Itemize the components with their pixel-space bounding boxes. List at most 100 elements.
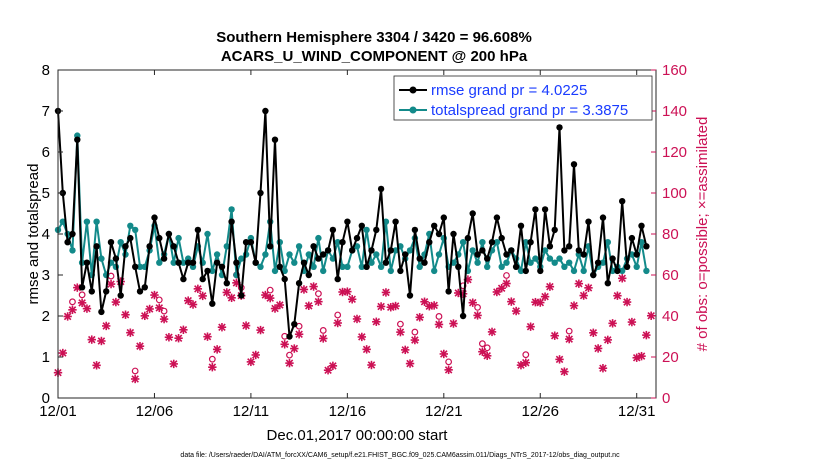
totalspread-point — [69, 247, 76, 254]
rmse-point — [247, 239, 255, 246]
rmse-point — [488, 239, 496, 246]
rmse-point — [170, 243, 177, 250]
rmse-point — [397, 267, 404, 275]
obs-assimilated-marker — [622, 297, 632, 307]
obs-assimilated-marker — [434, 320, 444, 329]
obs-assimilated-marker — [507, 297, 516, 306]
obs-assimilated-marker — [299, 285, 309, 294]
obs-assimilated-marker — [598, 364, 608, 373]
rmse-point — [151, 214, 158, 221]
obs-assimilated-marker — [265, 293, 275, 303]
totalspread-point — [570, 267, 578, 275]
obs-assimilated-marker — [217, 323, 227, 332]
obs-assimilated-marker — [63, 312, 72, 321]
rmse-point — [310, 243, 317, 250]
rmse-point — [112, 255, 120, 262]
obs-assimilated-marker — [275, 300, 285, 310]
obs-assimilated-marker — [521, 358, 530, 367]
rmse-series — [54, 107, 650, 340]
totalspread-point — [503, 259, 510, 266]
rmse-point — [580, 251, 587, 258]
obs-assimilated-marker — [540, 292, 550, 301]
obs-assimilated-marker — [227, 293, 236, 303]
obs-assimilated-marker — [246, 357, 256, 367]
totalspread-point — [310, 263, 317, 270]
rmse-point — [64, 239, 71, 246]
rmse-point — [233, 259, 240, 266]
totalspread-point — [377, 263, 385, 270]
obs-assimilated-marker — [343, 287, 352, 296]
rmse-point — [238, 292, 245, 299]
rmse-point — [522, 267, 529, 275]
rmse-point — [619, 198, 626, 205]
obs-assimilated-marker — [381, 288, 391, 297]
obs-assimilated-marker — [159, 314, 169, 324]
obs-assimilated-marker — [584, 283, 593, 293]
rmse-point — [609, 255, 616, 262]
rmse-point — [271, 136, 279, 143]
obs-assimilated-marker — [367, 360, 376, 370]
obs-assimilated-marker — [126, 328, 135, 337]
rmse-point — [537, 267, 544, 275]
totalspread-point — [363, 226, 370, 234]
totalspread-point — [546, 255, 554, 262]
totalspread-point — [213, 251, 221, 258]
rmse-point — [324, 247, 332, 254]
y-tick-label: 5 — [42, 185, 50, 202]
y-tick-label: 1 — [42, 349, 50, 366]
x-axis-label: Dec.01,2017 00:00:00 start — [267, 427, 449, 444]
totalspread-point — [59, 218, 66, 225]
totalspread-point — [180, 259, 187, 266]
rmse-point — [551, 226, 558, 234]
totalspread-point — [561, 263, 568, 270]
x-tick-label: 12/01 — [39, 403, 77, 420]
obs-possible-marker — [483, 344, 491, 352]
obs-assimilated-marker — [352, 314, 362, 324]
rmse-point — [623, 263, 631, 270]
y-right-tick-label: 120 — [662, 144, 687, 161]
obs-assimilated-marker — [193, 284, 203, 294]
obs-possible-marker — [78, 291, 86, 299]
totalspread-point — [175, 234, 182, 242]
obs-assimilated-marker — [140, 311, 150, 321]
obs-possible-marker — [319, 327, 327, 334]
obs-assimilated-marker — [92, 361, 101, 370]
rmse-point — [117, 292, 124, 299]
obs-assimilated-marker — [97, 336, 106, 346]
totalspread-point — [406, 247, 414, 254]
obs-possible-marker — [474, 303, 481, 311]
rmse-point — [512, 263, 520, 270]
rmse-point — [156, 234, 163, 242]
rmse-point — [416, 255, 423, 262]
obs-assimilated-marker — [135, 341, 145, 351]
rmse-point — [594, 259, 602, 266]
rmse-point — [421, 259, 428, 266]
obs-possible-marker — [565, 327, 573, 335]
obs-possible-marker — [522, 351, 530, 359]
totalspread-point — [541, 247, 549, 254]
rmse-point — [604, 280, 611, 287]
obs-assimilated-marker — [174, 334, 183, 343]
rmse-point — [474, 251, 481, 258]
x-axis-ticks: 12/01 12/06 12/11 12/16 12/21 12/26 12/31 — [39, 70, 655, 420]
y-tick-label: 3 — [42, 267, 50, 284]
totalspread-point — [532, 255, 539, 262]
totalspread-point — [262, 251, 269, 258]
obs-assimilated-marker — [362, 345, 371, 354]
obs-possible-marker — [155, 296, 163, 304]
rmse-point — [199, 275, 206, 283]
obs-assimilated-marker — [444, 365, 453, 375]
totalspread-point — [387, 267, 394, 275]
rmse-point — [300, 259, 308, 266]
rmse-point — [185, 259, 192, 266]
rmse-point — [450, 230, 457, 238]
rmse-point — [566, 243, 573, 250]
obs-assimilated-marker — [550, 331, 559, 340]
totalspread-point — [209, 267, 216, 275]
rmse-point — [315, 255, 322, 262]
totalspread-point — [315, 234, 322, 242]
obs-assimilated-marker — [613, 291, 622, 300]
rmse-point — [411, 226, 419, 234]
obs-possible-marker — [208, 355, 216, 363]
